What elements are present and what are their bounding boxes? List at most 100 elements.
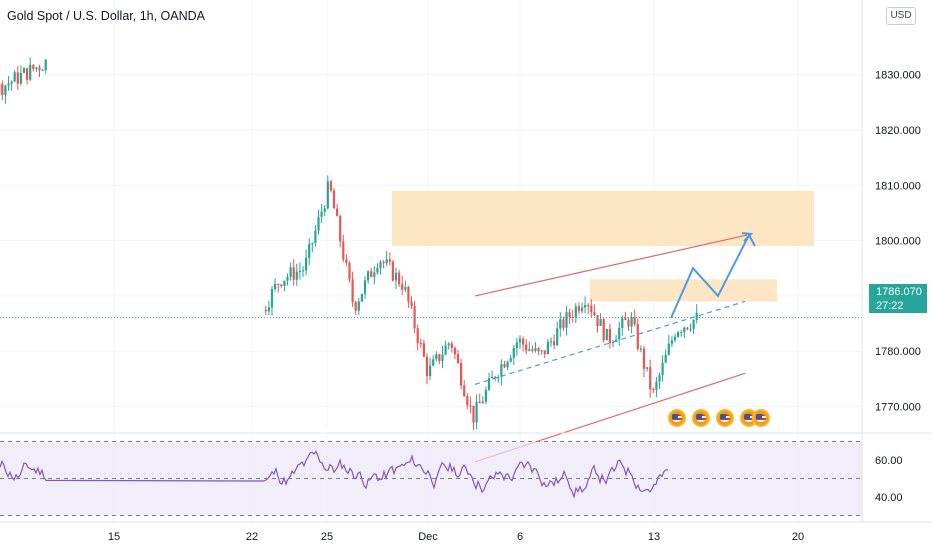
price-tick-label: 1820.000 (875, 125, 921, 137)
candle-body (41, 70, 44, 72)
candle-body (286, 276, 289, 281)
candle-body (348, 262, 351, 280)
candle-body (553, 341, 556, 346)
candle-body (503, 364, 506, 368)
candle-body (367, 271, 370, 281)
price-tick-label: 1770.000 (875, 402, 921, 414)
candle-body (4, 85, 7, 95)
candle-body (562, 319, 565, 328)
candle-body (593, 311, 596, 316)
last-price-label: 1786.070 (876, 286, 922, 298)
time-tick-label: 25 (321, 531, 333, 543)
candle-body (642, 348, 646, 369)
candle-body (577, 306, 580, 312)
time-tick-label: 6 (517, 531, 523, 543)
candle-body (332, 190, 336, 209)
candle-body (391, 261, 394, 281)
currency-button[interactable]: USD (886, 7, 916, 25)
candle-body (363, 280, 367, 294)
us-flag-icon[interactable] (752, 409, 770, 427)
candle-body (429, 365, 432, 377)
candle-body (469, 405, 472, 407)
candle-body (472, 405, 475, 423)
candle-body (280, 284, 283, 287)
candle-body (425, 356, 429, 377)
candle-body (416, 328, 419, 344)
us-flag-icon[interactable] (668, 409, 686, 427)
candle-body (435, 354, 438, 360)
candle-body (419, 343, 422, 345)
channel-line (474, 234, 748, 297)
candle-body (336, 208, 339, 217)
candle-body (422, 343, 425, 357)
last-price-tag: 1786.070 27:22 (869, 284, 927, 313)
candle-body (447, 343, 450, 346)
candle-body (314, 230, 317, 244)
candle-body (475, 401, 478, 423)
candle-body (546, 341, 549, 355)
candle-body (345, 259, 348, 263)
projection-arrowhead (741, 232, 754, 242)
candle-body (305, 257, 308, 271)
candle-body (664, 354, 667, 363)
candle-body (329, 181, 332, 191)
trend-line-dashed (474, 300, 746, 385)
candle-body (267, 307, 270, 312)
candle-body (394, 272, 398, 281)
candle-body (410, 301, 413, 307)
time-tick-label: 15 (108, 531, 120, 543)
candle-body (624, 318, 627, 321)
price-tick-label: 1800.000 (875, 236, 921, 248)
candle-body (342, 241, 345, 260)
candle-body (571, 316, 574, 318)
candle-body (652, 389, 655, 391)
candle-body (326, 181, 329, 209)
candle-body (596, 315, 599, 326)
candle-body (522, 338, 525, 345)
price-tick-label: 1780.000 (875, 346, 921, 358)
candle-body (673, 336, 677, 341)
candle-body (339, 216, 342, 242)
candle-body (44, 59, 47, 71)
candle-body (354, 302, 357, 311)
candle-body (491, 376, 494, 379)
candle-body (590, 305, 593, 312)
candle-body (556, 328, 559, 346)
candle-body (301, 270, 305, 272)
us-flag-icon[interactable] (716, 409, 734, 427)
candle-body (543, 350, 546, 355)
candle-body (1, 83, 4, 95)
candle-body (618, 328, 621, 340)
candle-body (456, 354, 460, 364)
candle-body (484, 389, 487, 402)
candle-body (525, 344, 528, 351)
candle-body (686, 327, 689, 329)
supply-zone (392, 190, 814, 247)
candle-body (22, 68, 26, 73)
candle-body (401, 284, 404, 290)
candle-body (636, 324, 639, 349)
candle-body (463, 385, 466, 397)
candle-body (689, 328, 692, 330)
candle-body (621, 318, 624, 329)
rsi-tick-label: 40.00 (875, 492, 903, 504)
candle-body (19, 72, 22, 84)
candle-body (639, 348, 642, 350)
candle-body (487, 378, 491, 390)
candle-body (277, 283, 280, 285)
candle-body (559, 319, 562, 329)
candle-body (568, 312, 571, 317)
candle-body (283, 280, 286, 287)
candle-body (537, 348, 540, 352)
candle-body (599, 319, 602, 326)
us-flag-icon[interactable] (692, 409, 710, 427)
candle-body (549, 341, 553, 343)
candle-body (683, 327, 686, 333)
candle-body (289, 267, 292, 277)
candle-body (453, 347, 456, 355)
candle-body (565, 312, 568, 328)
candle-body (695, 312, 698, 320)
time-tick-label: 22 (246, 531, 258, 543)
candle-body (270, 289, 274, 308)
